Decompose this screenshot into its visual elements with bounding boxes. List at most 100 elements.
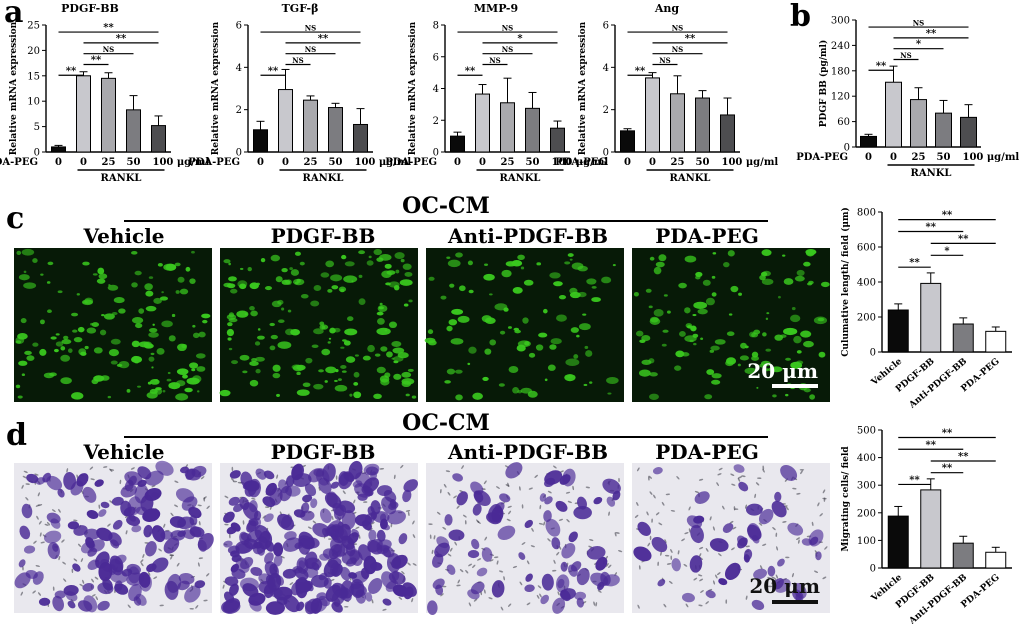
membrane-pore [506,518,511,522]
cell-mark [570,327,579,333]
migrated-cell [774,491,782,502]
cell-mark [330,274,343,282]
membrane-pore [508,603,512,607]
membrane-pore [791,572,794,578]
cell-mark [82,261,90,266]
migrated-cell [135,593,147,606]
migrated-cell [427,600,438,616]
membrane-pore [453,495,457,499]
cell-mark [517,254,525,260]
migrated-cell [606,496,616,507]
migrated-cell [178,572,195,585]
cell-mark [468,289,474,294]
significance-label: ** [103,23,114,34]
migrated-cell [155,460,174,476]
cell-mark [796,269,805,276]
y-tick-label: 4 [433,84,439,95]
cell-mark [244,312,248,316]
y-tick-label: 0 [870,348,876,359]
cell-mark [379,375,390,383]
y-axis-label: Relative mRNA expression [408,21,418,155]
migrated-cell [252,536,268,555]
cell-mark [489,339,497,346]
membrane-pore [663,603,667,608]
membrane-pore [559,470,564,473]
cell-mark [61,339,72,345]
membrane-pore [688,506,691,511]
x-dose-label: 50 [937,152,951,163]
cell-mark [653,266,662,275]
cell-mark [192,324,196,328]
migrated-cell [801,538,813,546]
y-tick-label: 0 [603,148,609,159]
bar [920,282,942,353]
membrane-pore [229,533,231,539]
cell-mark [427,329,434,335]
cell-mark [277,299,284,305]
cell-mark [760,271,768,277]
migrated-cell [38,597,51,606]
cell-mark [401,371,412,378]
membrane-pore [40,541,45,544]
membrane-pore [636,501,639,507]
membrane-pore [699,578,704,582]
cell-mark [483,273,495,281]
migrated-cell [738,481,749,492]
significance-label: ** [942,210,953,221]
cell-mark [403,303,409,307]
cell-mark [159,296,169,301]
cell-mark [228,312,235,318]
membrane-pore [767,576,772,579]
cell-mark [358,298,366,306]
cell-mark [39,348,47,356]
migrated-cell [525,573,533,582]
membrane-pore [762,468,765,473]
migrated-cell [247,478,261,498]
y-axis-label: Migrating cells/ field [841,446,851,552]
cell-mark [768,367,776,372]
cell-mark [738,292,742,296]
cell-mark [549,344,557,350]
migrated-cell [545,518,561,537]
cell-mark [454,369,463,374]
migrated-cell [652,466,663,475]
migrated-cell [291,463,304,481]
migrated-cell [19,525,31,540]
panel-c-micrographs: OC-CM Vehicle PDGF-BB Anti-PDGF-BB PDA-P… [14,193,830,402]
x-treatment-label: PDA-PEG [0,157,38,168]
membrane-pore [206,573,210,577]
membrane-pore [797,539,800,544]
cell-mark [145,290,154,297]
cell-mark [606,377,619,384]
migrated-cell [47,542,60,560]
cell-mark [149,379,160,385]
migrated-cell [808,529,824,547]
y-axis-label: Culumative length/ field (μm) [840,207,851,357]
cell-mark [47,309,52,314]
membrane-pore [407,562,411,566]
membrane-pore [142,553,145,559]
cell-mark [709,349,715,353]
cell-mark [299,261,305,266]
cell-mark [394,252,405,259]
migrated-cell [228,496,240,506]
membrane-pore [163,523,166,528]
membrane-pore [566,519,570,523]
membrane-pore [683,563,688,567]
cell-mark [401,380,412,388]
cell-mark [227,337,232,341]
migrated-cell [562,468,576,487]
membrane-pore [203,599,208,602]
cell-mark [378,306,384,310]
cell-mark [481,315,492,323]
membrane-pore [681,538,685,542]
membrane-pore [712,526,715,531]
significance-label: ** [958,234,969,245]
cell-mark [740,342,747,349]
x-dose-label: 100 μg/ml [355,157,412,168]
migrated-cell [481,547,493,562]
membrane-pore [647,542,651,547]
cell-mark [24,350,32,355]
membrane-pore [407,511,410,517]
